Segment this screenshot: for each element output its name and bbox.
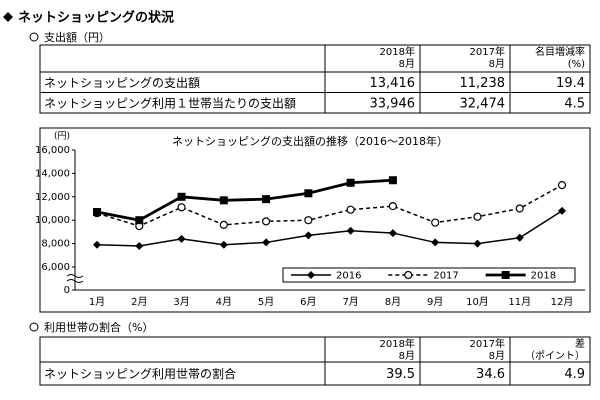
marker: [501, 271, 510, 279]
marker: [473, 212, 482, 221]
page-title: ネットショッピングの状況: [18, 10, 174, 26]
marker: [304, 189, 313, 198]
cell-value: 32,474: [460, 96, 506, 111]
y-tick-label: 12,000: [35, 192, 70, 203]
marker: [304, 216, 313, 225]
x-tick-label: 6月: [300, 296, 316, 308]
marker: [558, 206, 566, 215]
y-tick-label: 8,000: [41, 239, 70, 250]
legend-label: 2018: [531, 271, 556, 282]
marker: [177, 203, 186, 212]
column-header: 2018年: [380, 45, 415, 58]
x-tick-label: 7月: [342, 296, 358, 308]
marker: [404, 270, 413, 280]
marker: [219, 220, 228, 229]
cell-value: 4.9: [564, 367, 585, 382]
section-title: 利用世帯の割合（%）: [44, 320, 153, 334]
table-border: [39, 44, 591, 114]
column-header: 差: [575, 337, 585, 350]
y-tick-label: 10,000: [35, 215, 70, 226]
diamond-bullet: [3, 12, 13, 22]
marker: [135, 216, 144, 225]
section-title: 支出額（円）: [44, 30, 110, 44]
circle-bullet: [29, 32, 39, 42]
chart-frame: [39, 127, 591, 313]
marker: [304, 231, 313, 240]
marker: [93, 208, 101, 217]
column-header: 8月: [489, 350, 505, 362]
x-tick-label: 9月: [427, 296, 443, 308]
row-label: ネットショッピング利用世帯の割合: [44, 366, 236, 381]
row-label: ネットショッピング利用１世帯当たりの支出額: [44, 96, 296, 110]
marker: [431, 238, 440, 247]
marker: [515, 233, 524, 242]
cell-value: 19.4: [556, 76, 585, 91]
marker: [388, 176, 397, 185]
marker: [93, 240, 101, 249]
column-header: (%): [568, 59, 585, 70]
y-axis-unit: (円): [54, 131, 70, 142]
x-tick-label: 8月: [385, 296, 401, 308]
marker: [262, 195, 271, 204]
x-tick-label: 12月: [551, 296, 574, 308]
marker: [388, 229, 397, 238]
marker: [557, 181, 567, 190]
legend-label: 2017: [433, 271, 458, 282]
marker: [346, 205, 355, 214]
marker: [431, 218, 440, 227]
marker: [262, 238, 271, 247]
marker: [261, 217, 271, 226]
marker: [346, 178, 355, 187]
marker: [177, 192, 186, 201]
column-header: 2018年: [380, 337, 415, 350]
column-header: 8月: [489, 58, 505, 70]
column-header: 8月: [399, 350, 415, 362]
y-tick-label: 16,000: [35, 145, 70, 156]
table-border: [39, 336, 591, 386]
x-tick-label: 3月: [173, 296, 189, 308]
marker: [346, 226, 355, 235]
cell-value: 13,416: [370, 76, 416, 91]
cell-value: 33,946: [370, 96, 416, 111]
marker: [473, 239, 482, 248]
marker: [219, 240, 228, 249]
cell-value: 11,238: [460, 76, 506, 91]
x-tick-label: 11月: [508, 296, 531, 308]
row-label: ネットショッピングの支出額: [44, 76, 200, 90]
circle-bullet: [29, 322, 39, 332]
series-line: [96, 184, 563, 227]
x-tick-label: 2月: [131, 296, 147, 308]
x-tick-label: 10月: [466, 296, 489, 308]
x-tick-label: 4月: [216, 296, 232, 308]
column-header: 2017年: [470, 337, 505, 350]
column-header: 2017年: [470, 45, 505, 58]
x-tick-label: 5月: [258, 296, 274, 308]
column-header: 名目増減率: [535, 45, 585, 58]
y-tick-label: 14,000: [35, 168, 70, 179]
axis-break: [66, 274, 84, 283]
column-header: 8月: [399, 58, 415, 70]
y-tick-label: 6,000: [41, 262, 70, 273]
marker: [219, 196, 228, 205]
cell-value: 34.6: [476, 367, 505, 382]
marker: [307, 271, 315, 279]
marker: [515, 204, 524, 213]
x-tick-label: 1月: [89, 296, 105, 308]
series-line: [96, 210, 563, 247]
marker: [177, 234, 186, 243]
legend-label: 2016: [336, 271, 361, 282]
series-line: [96, 178, 393, 222]
column-header: （ポイント）: [525, 350, 585, 362]
chart-title: ネットショッピングの支出額の推移（2016～2018年）: [172, 134, 448, 148]
marker: [135, 241, 144, 250]
cell-value: 4.5: [564, 96, 585, 111]
cell-value: 39.5: [386, 367, 415, 382]
marker: [388, 202, 398, 211]
y-tick-label: 0: [64, 285, 70, 296]
